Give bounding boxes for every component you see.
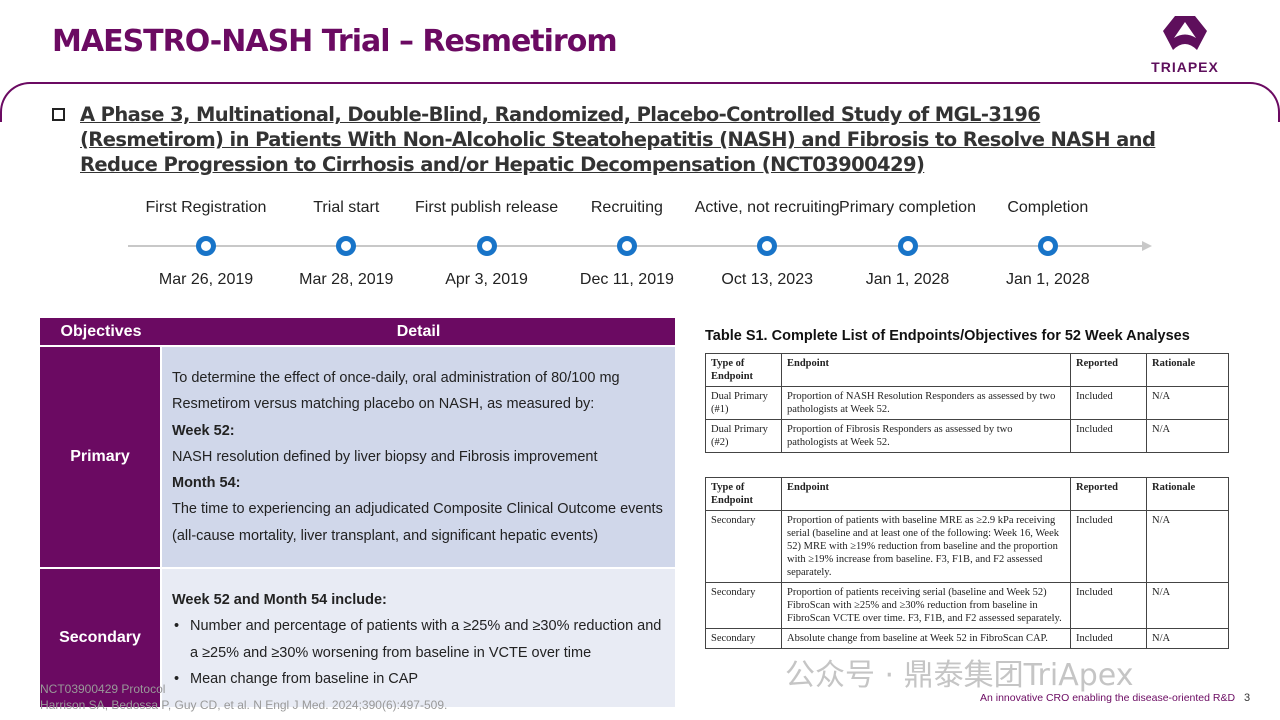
secondary-bullet: Number and percentage of patients with a… (172, 613, 665, 666)
week52-label: Week 52: (172, 422, 235, 439)
study-title: A Phase 3, Multinational, Double-Blind, … (80, 103, 1156, 176)
milestone-date: Jan 1, 2028 (865, 271, 950, 288)
milestone-dot-icon (897, 236, 918, 256)
endpoint-header: Rationale (1146, 353, 1229, 387)
table-cell: Dual Primary (#2) (705, 419, 782, 453)
primary-detail: To determine the effect of once-daily, o… (162, 347, 675, 567)
table-cell: Included (1070, 419, 1147, 453)
endpoints-table-secondary: Type of Endpoint Endpoint Reported Rational… (705, 477, 1229, 649)
page-number: 3 (1244, 692, 1251, 704)
endpoint-header: Reported (1070, 353, 1147, 387)
table-cell: Secondary (705, 628, 782, 649)
table-cell: N/A (1146, 419, 1229, 453)
tagline: An innovative CRO enabling the disease-o… (980, 692, 1236, 704)
milestone-dot-icon (196, 236, 216, 256)
header-detail: Detail (162, 318, 675, 345)
week52-text: NASH resolution defined by liver biopsy … (172, 448, 598, 465)
reference-protocol: NCT03900429 Protocol (40, 682, 166, 696)
triapex-logo: TRIAPEX (1140, 14, 1230, 75)
milestone-label: Completion (1007, 199, 1089, 216)
endpoint-header: Reported (1070, 477, 1147, 511)
table-cell: Absolute change from baseline at Week 52… (781, 628, 1071, 649)
table-row: Secondary Proportion of patients receivin… (705, 582, 1229, 629)
milestone-label: Recruiting (590, 199, 663, 216)
table-cell: N/A (1146, 582, 1229, 629)
slide-title: MAESTRO-NASH Trial – Resmetirom (52, 24, 618, 59)
endpoint-header: Type of Endpoint (705, 353, 782, 387)
table-row: Dual Primary (#1) Proportion of NASH Reso… (705, 386, 1229, 420)
milestone-label: First Registration (145, 199, 267, 216)
milestone-label: Primary completion (839, 199, 976, 216)
secondary-detail: Week 52 and Month 54 include: Number and… (162, 569, 675, 707)
milestone-dot-icon (616, 236, 637, 256)
milestone-dot-icon (476, 236, 497, 256)
milestone-date: Oct 13, 2023 (721, 271, 813, 288)
reference-citation: Harrison SA, Bedossa P, Guy CD, et al. N… (40, 698, 448, 712)
endpoints-table-title: Table S1. Complete List of Endpoints/Obj… (705, 328, 1190, 344)
table-row: Dual Primary (#2) Proportion of Fibrosis … (705, 419, 1229, 453)
timeline-arrow-icon (1142, 241, 1152, 251)
milestone-date: Jan 1, 2028 (1005, 271, 1090, 288)
month54-label: Month 54: (172, 475, 241, 492)
milestone-date: Mar 28, 2019 (299, 271, 394, 288)
checkbox-bullet-icon (52, 108, 65, 121)
table-cell: N/A (1146, 628, 1229, 649)
endpoint-header: Endpoint (781, 353, 1071, 387)
table-cell: Proportion of Fibrosis Responders as ass… (781, 419, 1071, 453)
primary-label: Primary (40, 347, 162, 567)
secondary-bullet: Mean change from baseline in CAP (172, 666, 665, 693)
milestone-dot-icon (1037, 236, 1058, 256)
secondary-intro: Week 52 and Month 54 include: (172, 592, 387, 608)
table-cell: Included (1070, 510, 1147, 583)
table-cell: Proportion of NASH Resolution Responders… (781, 386, 1071, 420)
milestone-dot-icon (336, 236, 357, 256)
milestone-label: Active, not recruiting (694, 199, 840, 216)
month54-text: The time to experiencing an adjudicated … (172, 501, 663, 544)
logo-icon (1163, 16, 1207, 50)
milestone-date: Dec 11, 2019 (579, 271, 674, 288)
table-cell: Included (1070, 386, 1147, 420)
endpoints-table-primary: Type of Endpoint Endpoint Reported Rational… (705, 353, 1229, 453)
logo-text: TRIAPEX (1151, 59, 1219, 75)
table-cell: N/A (1146, 510, 1229, 583)
table-cell: Dual Primary (#1) (705, 386, 782, 420)
secondary-label: Secondary (40, 569, 162, 707)
endpoint-header: Rationale (1146, 477, 1229, 511)
milestone-label: First publish release (415, 199, 559, 216)
table-cell: Included (1070, 582, 1147, 629)
table-cell: N/A (1146, 386, 1229, 420)
milestone-date: Mar 26, 2019 (158, 271, 254, 288)
table-cell: Secondary (705, 510, 782, 583)
table-row: Secondary Absolute change from baseline a… (705, 628, 1229, 649)
table-cell: Secondary (705, 582, 782, 629)
milestone-date: Apr 3, 2019 (445, 271, 528, 288)
endpoint-header: Type of Endpoint (705, 477, 782, 511)
objectives-table: Objectives Detail Primary To determine th… (40, 316, 675, 709)
table-cell: Included (1070, 628, 1147, 649)
table-cell: Proportion of patients receiving serial … (781, 582, 1071, 629)
study-heading: A Phase 3, Multinational, Double-Blind, … (52, 102, 1182, 177)
endpoint-header: Endpoint (781, 477, 1071, 511)
milestone-label: Trial start (313, 199, 380, 216)
table-cell: Proportion of patients with baseline MRE… (781, 510, 1071, 583)
watermark: 公众号 · 鼎泰集团TriApex (785, 658, 1134, 693)
header-objectives: Objectives (40, 318, 162, 345)
primary-intro: To determine the effect of once-daily, o… (172, 369, 620, 413)
table-row: Secondary Proportion of patients with bas… (705, 510, 1229, 583)
milestone-dot-icon (757, 236, 778, 256)
